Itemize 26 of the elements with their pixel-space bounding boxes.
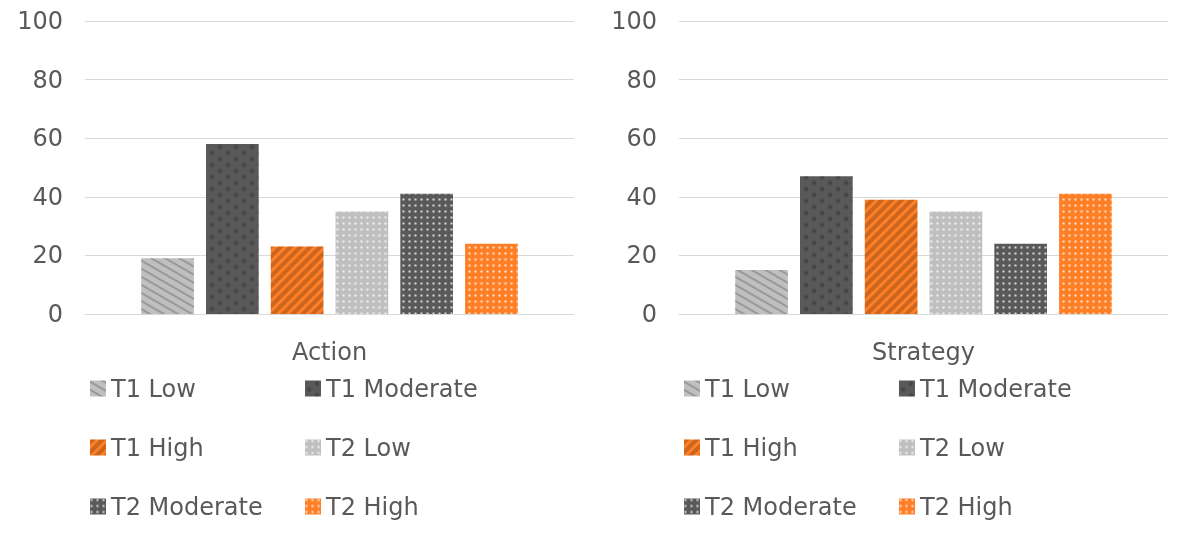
x-tick-label: Action bbox=[291, 338, 368, 366]
legend-label: T1 Moderate bbox=[325, 374, 478, 403]
y-tick-label: 80 bbox=[626, 65, 657, 94]
legend-label: T1 Low bbox=[704, 374, 790, 403]
y-tick-label: 60 bbox=[32, 124, 63, 153]
legend-label: T2 Moderate bbox=[704, 492, 857, 521]
legend-label: T1 High bbox=[110, 433, 204, 462]
legend-label: T2 Moderate bbox=[110, 492, 263, 521]
y-tick-label: 0 bbox=[47, 300, 63, 328]
y-tick-label: 0 bbox=[641, 300, 657, 328]
legend-label: T2 Low bbox=[919, 433, 1005, 462]
legend-label: T1 High bbox=[704, 433, 798, 462]
y-tick-label: 80 bbox=[32, 65, 63, 94]
legend-label: T2 High bbox=[325, 492, 419, 521]
legend-label: T1 Moderate bbox=[919, 374, 1072, 403]
y-tick-label: 100 bbox=[17, 7, 63, 35]
y-tick-label: 60 bbox=[626, 124, 657, 153]
y-tick-label: 40 bbox=[32, 182, 63, 211]
legend-label: T1 Low bbox=[110, 374, 196, 403]
y-tick-label: 40 bbox=[626, 182, 657, 211]
legend-label: T2 Low bbox=[325, 433, 411, 462]
y-tick-label: 20 bbox=[32, 241, 63, 270]
y-tick-label: 100 bbox=[611, 7, 657, 35]
y-tick-label: 20 bbox=[626, 241, 657, 270]
legend-label: T2 High bbox=[919, 492, 1013, 521]
x-tick-label: Strategy bbox=[872, 338, 975, 366]
